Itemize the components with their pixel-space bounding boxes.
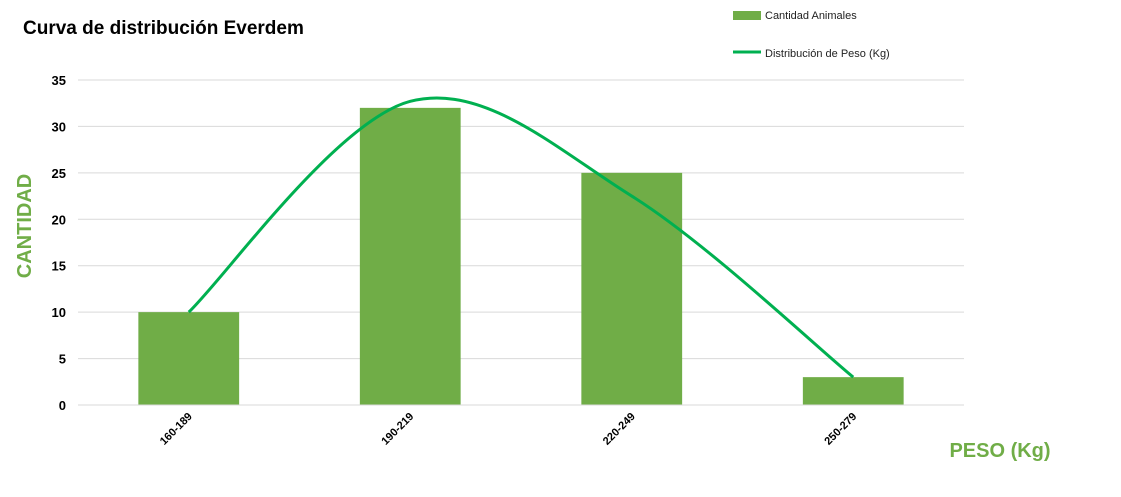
bar [138, 312, 240, 405]
y-tick-label: 5 [59, 352, 66, 367]
y-tick-label: 20 [52, 212, 66, 227]
x-axis-label: PESO (Kg) [949, 440, 1050, 462]
legend-bar-swatch [733, 11, 761, 20]
bar-series [138, 107, 904, 405]
y-tick-label: 15 [52, 259, 66, 274]
legend-bar-label: Cantidad Animales [765, 10, 857, 22]
x-tick-label: 190-219 [379, 411, 416, 448]
bar [359, 107, 461, 405]
x-tick-label: 220-249 [601, 411, 638, 448]
y-axis-label: CANTIDAD [14, 174, 36, 278]
distribution-curve [187, 96, 855, 379]
legend: Cantidad Animales Distribución de Peso (… [733, 10, 890, 60]
y-tick-label: 10 [52, 305, 66, 320]
x-tick-label: 250-279 [822, 411, 859, 448]
x-axis-ticks: 160-189 190-219 220-249 250-279 [158, 411, 860, 448]
y-tick-label: 25 [52, 166, 66, 181]
bar [581, 172, 683, 405]
y-tick-label: 35 [52, 73, 66, 88]
bar [802, 377, 904, 405]
y-tick-label: 30 [52, 119, 66, 134]
x-tick-label: 160-189 [158, 411, 195, 448]
y-axis-ticks: 0 5 10 15 20 25 30 35 [52, 73, 66, 413]
chart-title: Curva de distribución Everdem [23, 18, 304, 39]
legend-line-label: Distribución de Peso (Kg) [765, 48, 890, 60]
y-tick-label: 0 [59, 398, 66, 413]
